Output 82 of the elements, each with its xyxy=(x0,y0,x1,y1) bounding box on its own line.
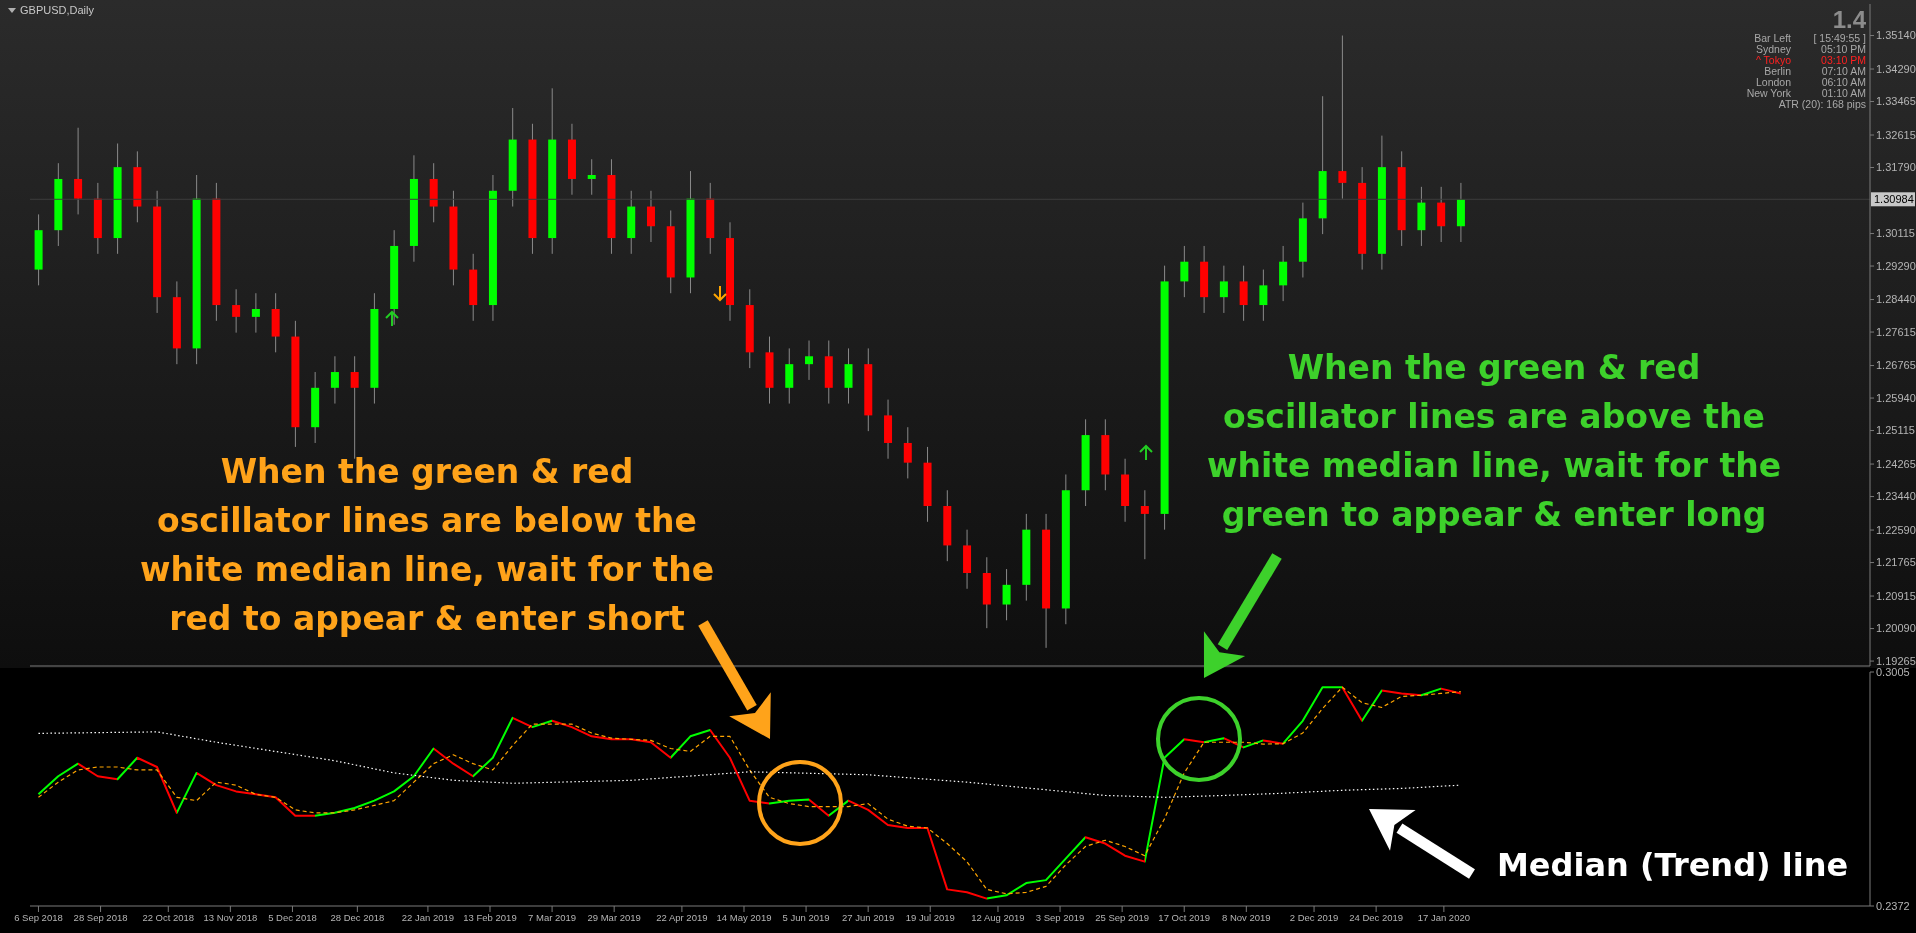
annotation: ATR (20): 168 pips xyxy=(1778,98,1866,110)
ref-line-label: 1.30984 xyxy=(1874,193,1914,206)
annotation: When the green & red oscillator lines are below the white median line, wait for the red to appear & enter short xyxy=(138,451,716,640)
annotation: 03:10 PM xyxy=(1821,54,1866,66)
x-tick-label: 22 Jan 2019 xyxy=(401,911,455,923)
y-tick-label: 1.21765 xyxy=(1876,556,1916,569)
x-tick-label: 3 Sep 2019 xyxy=(1035,911,1085,923)
y-tick-label: 1.25940 xyxy=(1876,391,1916,404)
candlestick xyxy=(805,340,814,381)
candlestick xyxy=(844,347,853,405)
candlestick xyxy=(1219,265,1228,314)
candlestick xyxy=(1140,489,1149,560)
x-tick-label: 13 Nov 2018 xyxy=(203,911,258,923)
y-tick-label: 1.32615 xyxy=(1876,128,1916,141)
y-tick-label: 1.35140 xyxy=(1876,29,1916,42)
candlestick xyxy=(251,292,260,334)
candlestick xyxy=(330,355,339,405)
y-tick-label: 1.26765 xyxy=(1876,359,1916,372)
x-tick-label: 12 Aug 2019 xyxy=(971,911,1025,923)
candlestick xyxy=(1180,245,1189,298)
candlestick xyxy=(785,347,794,405)
y-tick-label: 1.25115 xyxy=(1876,424,1915,437)
x-tick-label: 22 Apr 2019 xyxy=(656,911,708,923)
candlestick xyxy=(74,127,83,215)
annotation: 01:10 AM xyxy=(1821,87,1866,99)
y-tick-label: 1.34290 xyxy=(1876,62,1916,75)
y-tick-label: 1.22590 xyxy=(1876,523,1916,536)
annotation: New York xyxy=(1746,87,1791,99)
annotation: ^ Tokyo xyxy=(1755,54,1791,66)
candlestick xyxy=(1437,186,1446,243)
candlestick xyxy=(1338,35,1347,200)
x-tick-label: 17 Jan 2020 xyxy=(1417,911,1471,923)
candlestick xyxy=(1279,245,1288,302)
x-tick-label: 29 Mar 2019 xyxy=(587,911,641,923)
annotation: Median (Trend) line xyxy=(1497,846,1849,884)
y-tick-label: 1.19265 xyxy=(1876,654,1916,667)
y-tick-label: 1.28440 xyxy=(1876,293,1916,306)
x-tick-label: 5 Dec 2018 xyxy=(268,911,317,923)
candlestick xyxy=(1259,269,1268,322)
x-tick-label: 22 Oct 2018 xyxy=(142,911,195,923)
candlestick xyxy=(1239,265,1248,322)
annotation: When the green & red oscillator lines are above the white median line, wait for the green to appear & enter long xyxy=(1205,347,1783,536)
annotation: Sydney xyxy=(1755,43,1791,55)
y-tick-label: 0.3005 xyxy=(1876,665,1910,678)
candlestick xyxy=(587,158,596,196)
x-tick-label: 17 Oct 2019 xyxy=(1158,911,1211,923)
y-tick-label: 0.2372 xyxy=(1876,899,1910,912)
x-tick-label: 13 Feb 2019 xyxy=(463,911,517,923)
x-tick-label: 7 Mar 2019 xyxy=(528,911,577,923)
x-tick-label: 24 Dec 2019 xyxy=(1349,911,1404,923)
y-tick-label: 1.30115 xyxy=(1876,227,1915,240)
annotation: 05:10 PM xyxy=(1821,43,1866,55)
y-tick-label: 1.31790 xyxy=(1876,161,1916,174)
y-tick-label: 1.20090 xyxy=(1876,622,1916,635)
x-tick-label: 28 Sep 2018 xyxy=(73,911,128,923)
x-tick-label: 2 Dec 2019 xyxy=(1289,911,1339,923)
x-tick-label: 14 May 2019 xyxy=(716,911,772,923)
annotation: 07:10 AM xyxy=(1821,65,1866,77)
annotation: London xyxy=(1755,76,1791,88)
annotation: 1.4 xyxy=(1832,6,1866,34)
candlestick xyxy=(903,426,912,479)
y-tick-label: 1.33465 xyxy=(1876,95,1916,108)
y-tick-label: 1.27615 xyxy=(1876,325,1916,338)
annotation: [ 15:49:55 ] xyxy=(1813,32,1866,44)
x-tick-label: 6 Sep 2018 xyxy=(14,911,63,923)
x-tick-label: 19 Jul 2019 xyxy=(905,911,955,923)
annotation: Bar Left xyxy=(1754,32,1791,44)
x-tick-label: 8 Nov 2019 xyxy=(1222,911,1271,923)
y-tick-label: 1.24265 xyxy=(1876,457,1916,470)
chart-title: GBPUSD,Daily xyxy=(20,4,94,16)
y-tick-label: 1.20915 xyxy=(1876,589,1916,602)
annotation: 06:10 AM xyxy=(1821,76,1866,88)
x-tick-label: 28 Dec 2018 xyxy=(330,911,385,923)
y-tick-label: 1.23440 xyxy=(1876,490,1916,503)
x-tick-label: 25 Sep 2019 xyxy=(1095,911,1150,923)
x-tick-label: 27 Jun 2019 xyxy=(842,911,895,923)
annotation: Berlin xyxy=(1764,65,1791,77)
candlestick xyxy=(232,288,241,334)
candlestick xyxy=(1002,568,1011,621)
candlestick xyxy=(646,190,655,243)
x-tick-label: 5 Jun 2019 xyxy=(782,911,830,923)
y-tick-label: 1.29290 xyxy=(1876,259,1916,272)
